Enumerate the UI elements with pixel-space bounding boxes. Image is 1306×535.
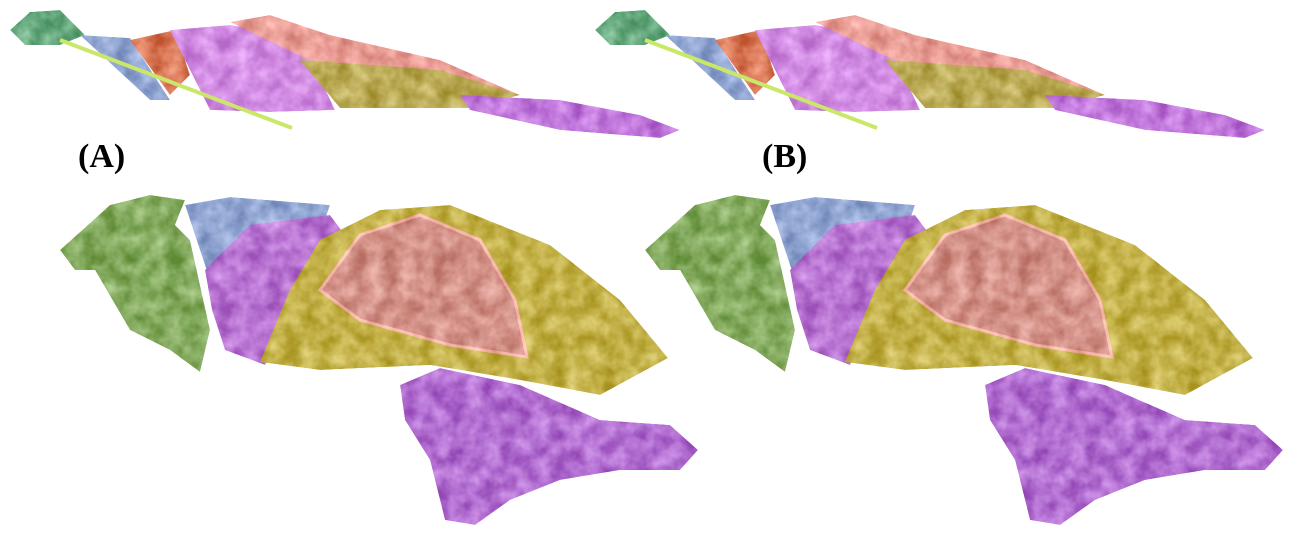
panel-label: (A) bbox=[78, 138, 125, 175]
figure: (A) (B) bbox=[0, 0, 1306, 535]
panel-label: (B) bbox=[762, 138, 807, 175]
page: {"panels": [{"label": "(A)"}, {"label": … bbox=[0, 0, 1306, 535]
model-b bbox=[595, 10, 1283, 525]
model-a bbox=[10, 10, 698, 525]
